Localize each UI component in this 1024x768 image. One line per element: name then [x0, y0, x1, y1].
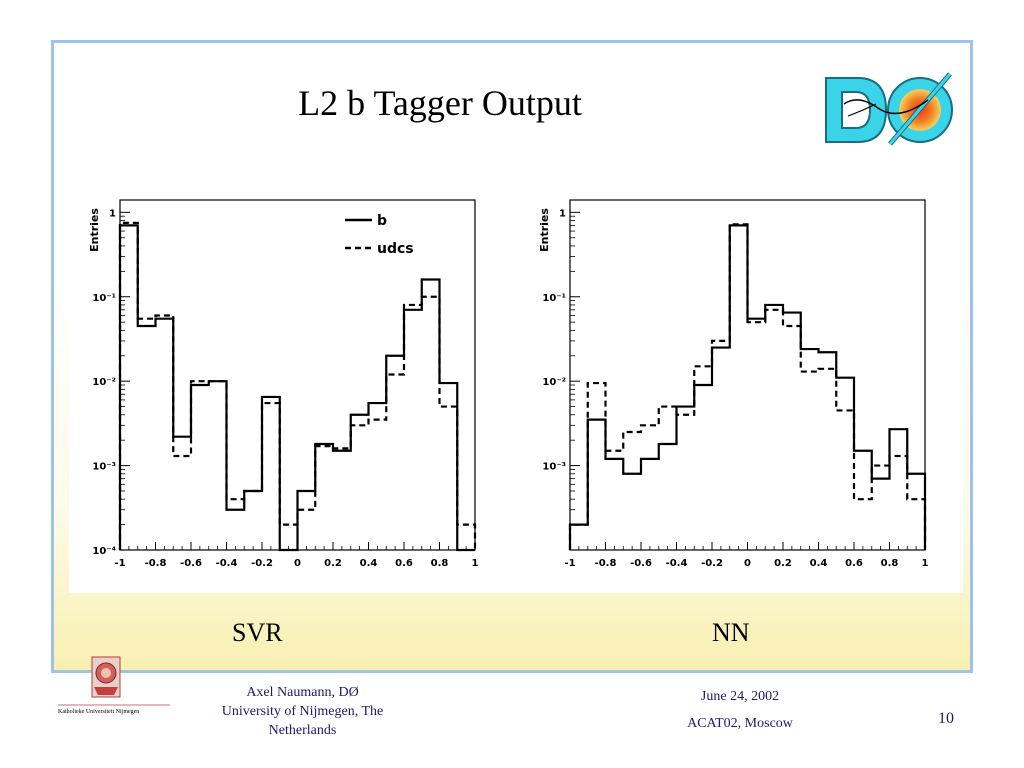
y-axis-label: Entries — [88, 208, 101, 252]
footer-author-line2: University of Nijmegen, The — [221, 704, 384, 719]
x-tick-label: 0.2 — [774, 558, 792, 569]
series-udcs-line — [568, 223, 927, 550]
y-tick-label: 10⁻⁴ — [92, 546, 116, 557]
y-tick-label: 10⁻² — [92, 377, 116, 388]
x-tick-label: -0.8 — [595, 558, 617, 569]
y-tick-label: 10⁻¹ — [92, 293, 116, 304]
x-tick-label: -1 — [114, 558, 125, 569]
legend-label-udcs: udcs — [377, 241, 414, 257]
series-udcs-line — [118, 221, 477, 550]
page-number: 10 — [938, 710, 954, 727]
footer-author-line1: Axel Naumann, DØ — [246, 685, 359, 700]
y-tick-label: 10⁻³ — [92, 462, 116, 473]
x-tick-label: -0.6 — [180, 558, 202, 569]
y-tick-label: 1 — [559, 208, 566, 219]
y-tick-label: 10⁻² — [542, 377, 566, 388]
x-tick-label: -0.2 — [251, 558, 273, 569]
x-tick-label: 1 — [472, 558, 479, 569]
x-tick-label: 0.6 — [845, 558, 863, 569]
x-tick-label: 0 — [294, 558, 301, 569]
x-tick-label: -0.8 — [145, 558, 167, 569]
x-tick-label: -1 — [564, 558, 575, 569]
svr-caption: SVR — [232, 618, 283, 647]
x-tick-label: -0.2 — [701, 558, 723, 569]
footer-author: Axel Naumann, DØ University of Nijmegen,… — [195, 683, 410, 740]
x-tick-label: 0.2 — [324, 558, 342, 569]
university-logo-text: Katholieke Universiteit Nijmegen — [58, 709, 139, 715]
footer-date: June 24, 2002 — [700, 689, 780, 704]
x-tick-label: 0.8 — [881, 558, 899, 569]
y-tick-label: 10⁻³ — [542, 462, 566, 473]
d0-logo — [818, 64, 958, 156]
university-logo: Katholieke Universiteit Nijmegen — [58, 655, 170, 725]
svr-histogram: -1 -0.8 -0.6 -0.4 -0.2 0 0.2 0.4 0.6 0.8 1 1 10⁻¹ 10⁻… — [85, 185, 485, 580]
y-tick-label: 10⁻¹ — [542, 293, 566, 304]
footer-event-name: ACAT02, Moscow — [687, 716, 793, 731]
y-axis-label: Entries — [538, 208, 551, 252]
footer-event: June 24, 2002 ACAT02, Moscow — [650, 683, 830, 737]
x-tick-label: 0.4 — [360, 558, 378, 569]
x-tick-label: 1 — [922, 558, 929, 569]
x-tick-label: 0.4 — [810, 558, 828, 569]
nn-caption: NN — [712, 618, 750, 647]
slide-title: L2 b Tagger Output — [298, 83, 582, 123]
x-tick-label: -0.4 — [666, 558, 688, 569]
nn-histogram: -1 -0.8 -0.6 -0.4 -0.2 0 0.2 0.4 0.6 0.8 1 1 10⁻¹ 10⁻… — [535, 185, 935, 580]
x-tick-label: 0.6 — [395, 558, 413, 569]
x-tick-label: 0.8 — [431, 558, 449, 569]
legend-label-b: b — [377, 213, 387, 229]
x-tick-label: -0.6 — [630, 558, 652, 569]
footer-author-line3: Netherlands — [268, 723, 337, 738]
x-tick-label: -0.4 — [216, 558, 238, 569]
y-tick-label: 1 — [109, 208, 116, 219]
x-tick-label: 0 — [744, 558, 751, 569]
